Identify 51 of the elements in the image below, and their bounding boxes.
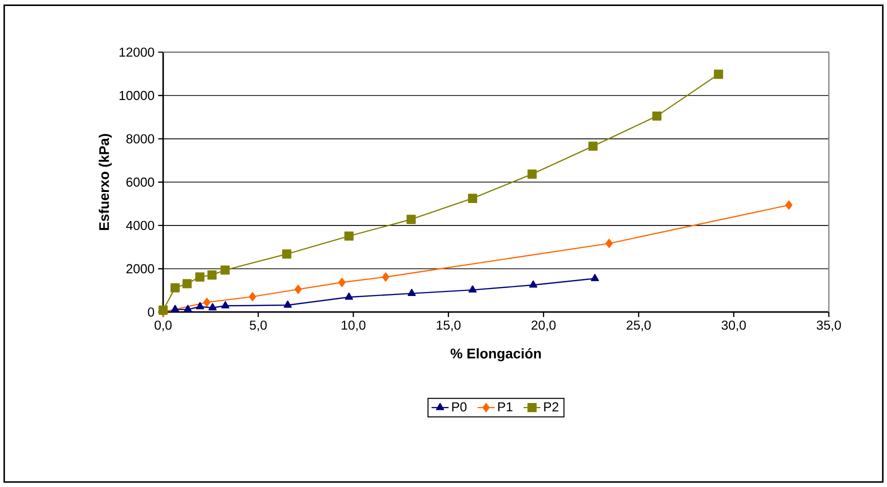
x-tick-label: 20,0: [532, 320, 556, 332]
point: [344, 231, 354, 241]
point: [282, 249, 292, 259]
point: [284, 300, 292, 308]
point: [714, 70, 724, 79]
point: [184, 304, 192, 312]
point: [528, 169, 537, 179]
y-tick-label: 12000: [120, 48, 154, 57]
point: [203, 298, 210, 307]
x-tick-label: 25,0: [626, 320, 651, 332]
point: [170, 283, 180, 292]
point: [294, 284, 302, 294]
x-tick-label: 35,0: [816, 320, 841, 332]
legend-label: P2: [544, 402, 558, 412]
y-tick-label: 8000: [126, 134, 154, 144]
point: [338, 278, 346, 287]
point: [248, 292, 256, 302]
legend-label: P0: [452, 402, 467, 412]
y-tick-label: 4000: [126, 220, 154, 230]
point: [606, 238, 613, 248]
point: [220, 265, 230, 275]
y-tick-label: 10000: [120, 90, 154, 100]
legend-label: P1: [498, 402, 512, 412]
y-axis-title: Esfuerxo (kPa): [98, 134, 112, 230]
point: [468, 194, 478, 203]
point: [196, 302, 204, 310]
y-tick-label: 0: [148, 307, 154, 317]
point: [652, 111, 662, 121]
point: [468, 285, 477, 292]
point: [171, 304, 180, 312]
y-tick-label: 2000: [126, 264, 154, 274]
x-tick-label: 5,0: [250, 320, 267, 332]
point: [182, 279, 192, 288]
x-axis-title: % Elongación: [450, 348, 541, 362]
point: [195, 272, 204, 282]
point: [785, 200, 792, 210]
x-tick-label: 0,0: [154, 320, 172, 332]
point: [208, 303, 217, 310]
point: [344, 292, 354, 300]
point: [588, 141, 598, 151]
x-tick-label: 15,0: [436, 320, 461, 332]
point: [207, 270, 217, 280]
y-tick-label: 6000: [126, 177, 154, 187]
point: [221, 301, 230, 308]
x-tick-label: 30,0: [722, 320, 746, 332]
x-tick-label: 10,0: [342, 320, 366, 332]
point: [529, 280, 538, 288]
point: [408, 288, 416, 296]
point: [590, 274, 599, 282]
point: [406, 214, 416, 224]
point: [382, 272, 390, 282]
